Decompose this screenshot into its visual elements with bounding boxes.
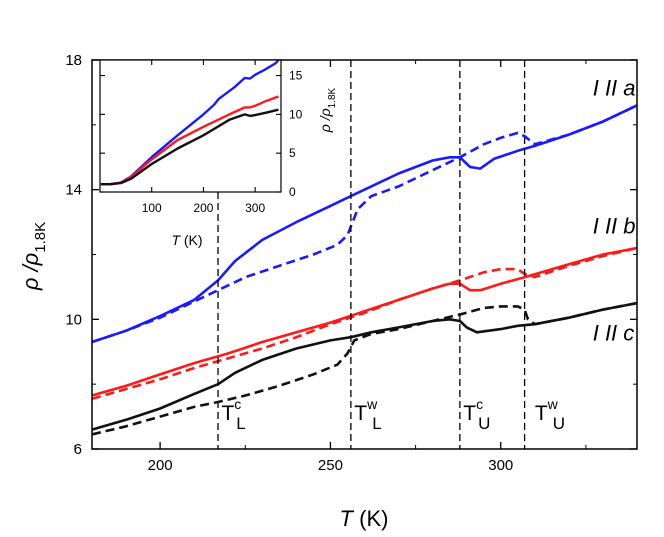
- inset-y-title: ρ /ρ1.8K: [317, 87, 338, 133]
- inset-y-tick-label: 5: [289, 146, 296, 160]
- x-tick-label: 250: [318, 457, 343, 474]
- series-labels: I II a I II b I II c: [593, 76, 636, 346]
- main-plot-lines: [91, 104, 638, 436]
- y-tick-label: 10: [65, 311, 82, 328]
- inset-y-tick-label: 0: [289, 185, 296, 199]
- y-tick-label: 18: [65, 52, 82, 69]
- transition-annotations: Tc L Tw L Tc U Tw U: [221, 396, 565, 433]
- inset-frame: [99, 59, 282, 193]
- inset-plot-lines: [100, 59, 280, 186]
- x-tick-label: 300: [488, 457, 513, 474]
- x-tick-label: 200: [148, 457, 173, 474]
- inset-x-tick-label: 300: [245, 201, 265, 215]
- transition-label-1: Tc L: [221, 396, 245, 433]
- inset-chart: 100 200 300 0 5 10 15 T (K) ρ /ρ1.8K: [99, 59, 338, 248]
- y-tick-label: 6: [74, 441, 82, 458]
- inset-axis-ticks: 100 200 300 0 5 10 15: [100, 60, 303, 215]
- inset-y-tick-label: 10: [289, 107, 303, 121]
- transition-label-2: Tw L: [354, 396, 381, 433]
- series-b-dashed: [91, 246, 638, 401]
- transition-label-3: Tc U: [463, 396, 490, 433]
- transition-label-4: Tw U: [535, 396, 565, 433]
- series-a-dashed: [91, 104, 638, 344]
- series-a-solid: [91, 104, 638, 344]
- series-label-1: I II a: [593, 76, 636, 101]
- series-c-solid: [91, 301, 638, 431]
- inset-x-tick-label: 100: [142, 201, 162, 215]
- series-label-2: I II b: [593, 213, 636, 238]
- y-axis-title: ρ /ρ1.8K: [18, 222, 49, 291]
- inset-x-tick-label: 200: [193, 201, 213, 215]
- series-c-dashed: [91, 301, 638, 436]
- inset-y-tick-label: 15: [289, 69, 303, 83]
- x-axis-title: T (K): [340, 506, 389, 531]
- inset-series-inset-c: [100, 108, 279, 186]
- series-label-3: I II c: [593, 320, 635, 345]
- transition-lines: [217, 60, 526, 449]
- y-tick-label: 14: [65, 182, 82, 199]
- inset-x-title: T (K): [171, 232, 202, 248]
